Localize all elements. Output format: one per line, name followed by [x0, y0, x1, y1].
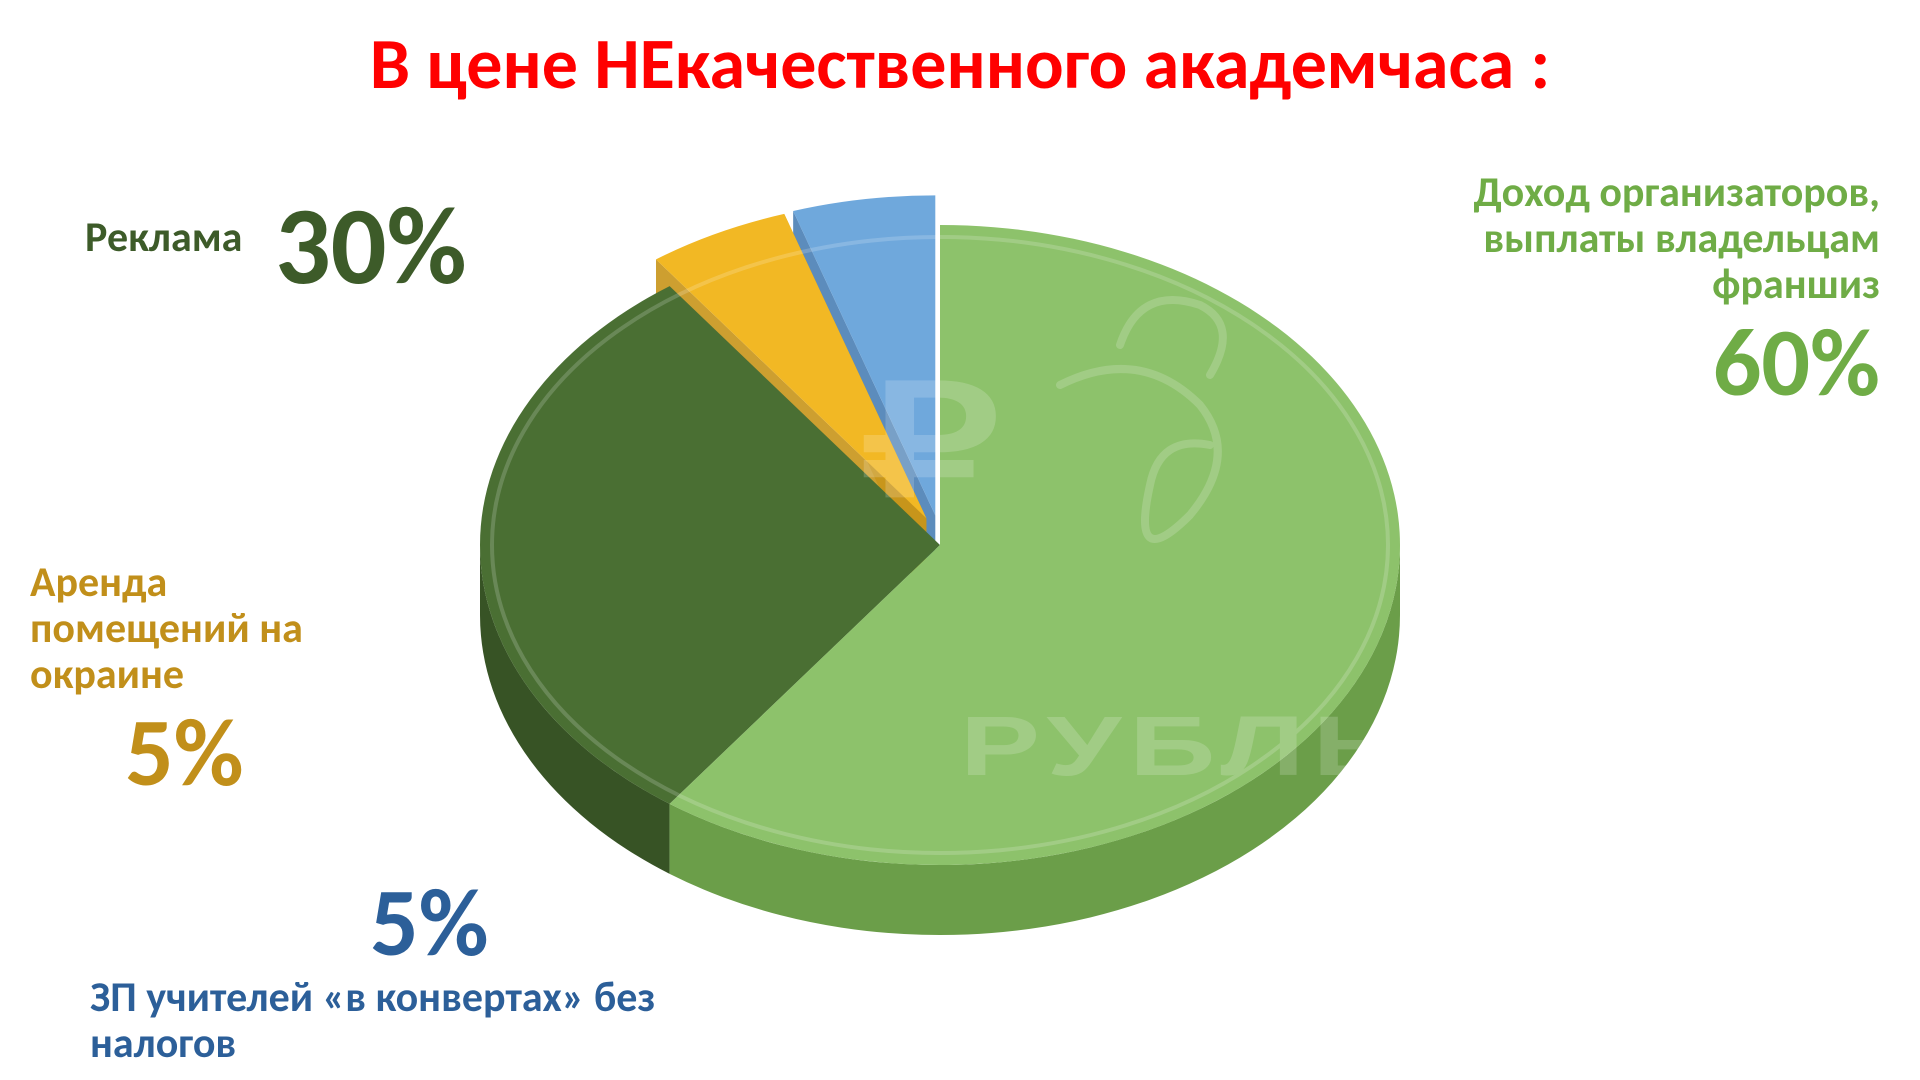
svg-text:₽: ₽ [860, 356, 1000, 528]
svg-text:РУБЛЬ: РУБЛЬ [960, 699, 1407, 793]
slice-ads-label: Реклама [85, 215, 242, 261]
slice-salary-percent: 5% [370, 870, 489, 976]
slice-salary-label: ЗП учителей «в конвертах» без налогов [90, 975, 690, 1067]
slice-rent-percent: 5% [125, 700, 244, 806]
slice-franchise-label: Доход организаторов, выплаты владельцам … [1360, 170, 1880, 309]
pie-chart-3d: ₽ РУБЛЬ [440, 165, 1440, 965]
slice-rent-label: Аренда помещений на окраине [30, 560, 310, 699]
slice-ads-percent: 30% [275, 185, 467, 306]
chart-title: В цене НЕкачественного академчаса : [370, 20, 1551, 108]
slice-franchise-percent: 60% [1713, 310, 1880, 416]
